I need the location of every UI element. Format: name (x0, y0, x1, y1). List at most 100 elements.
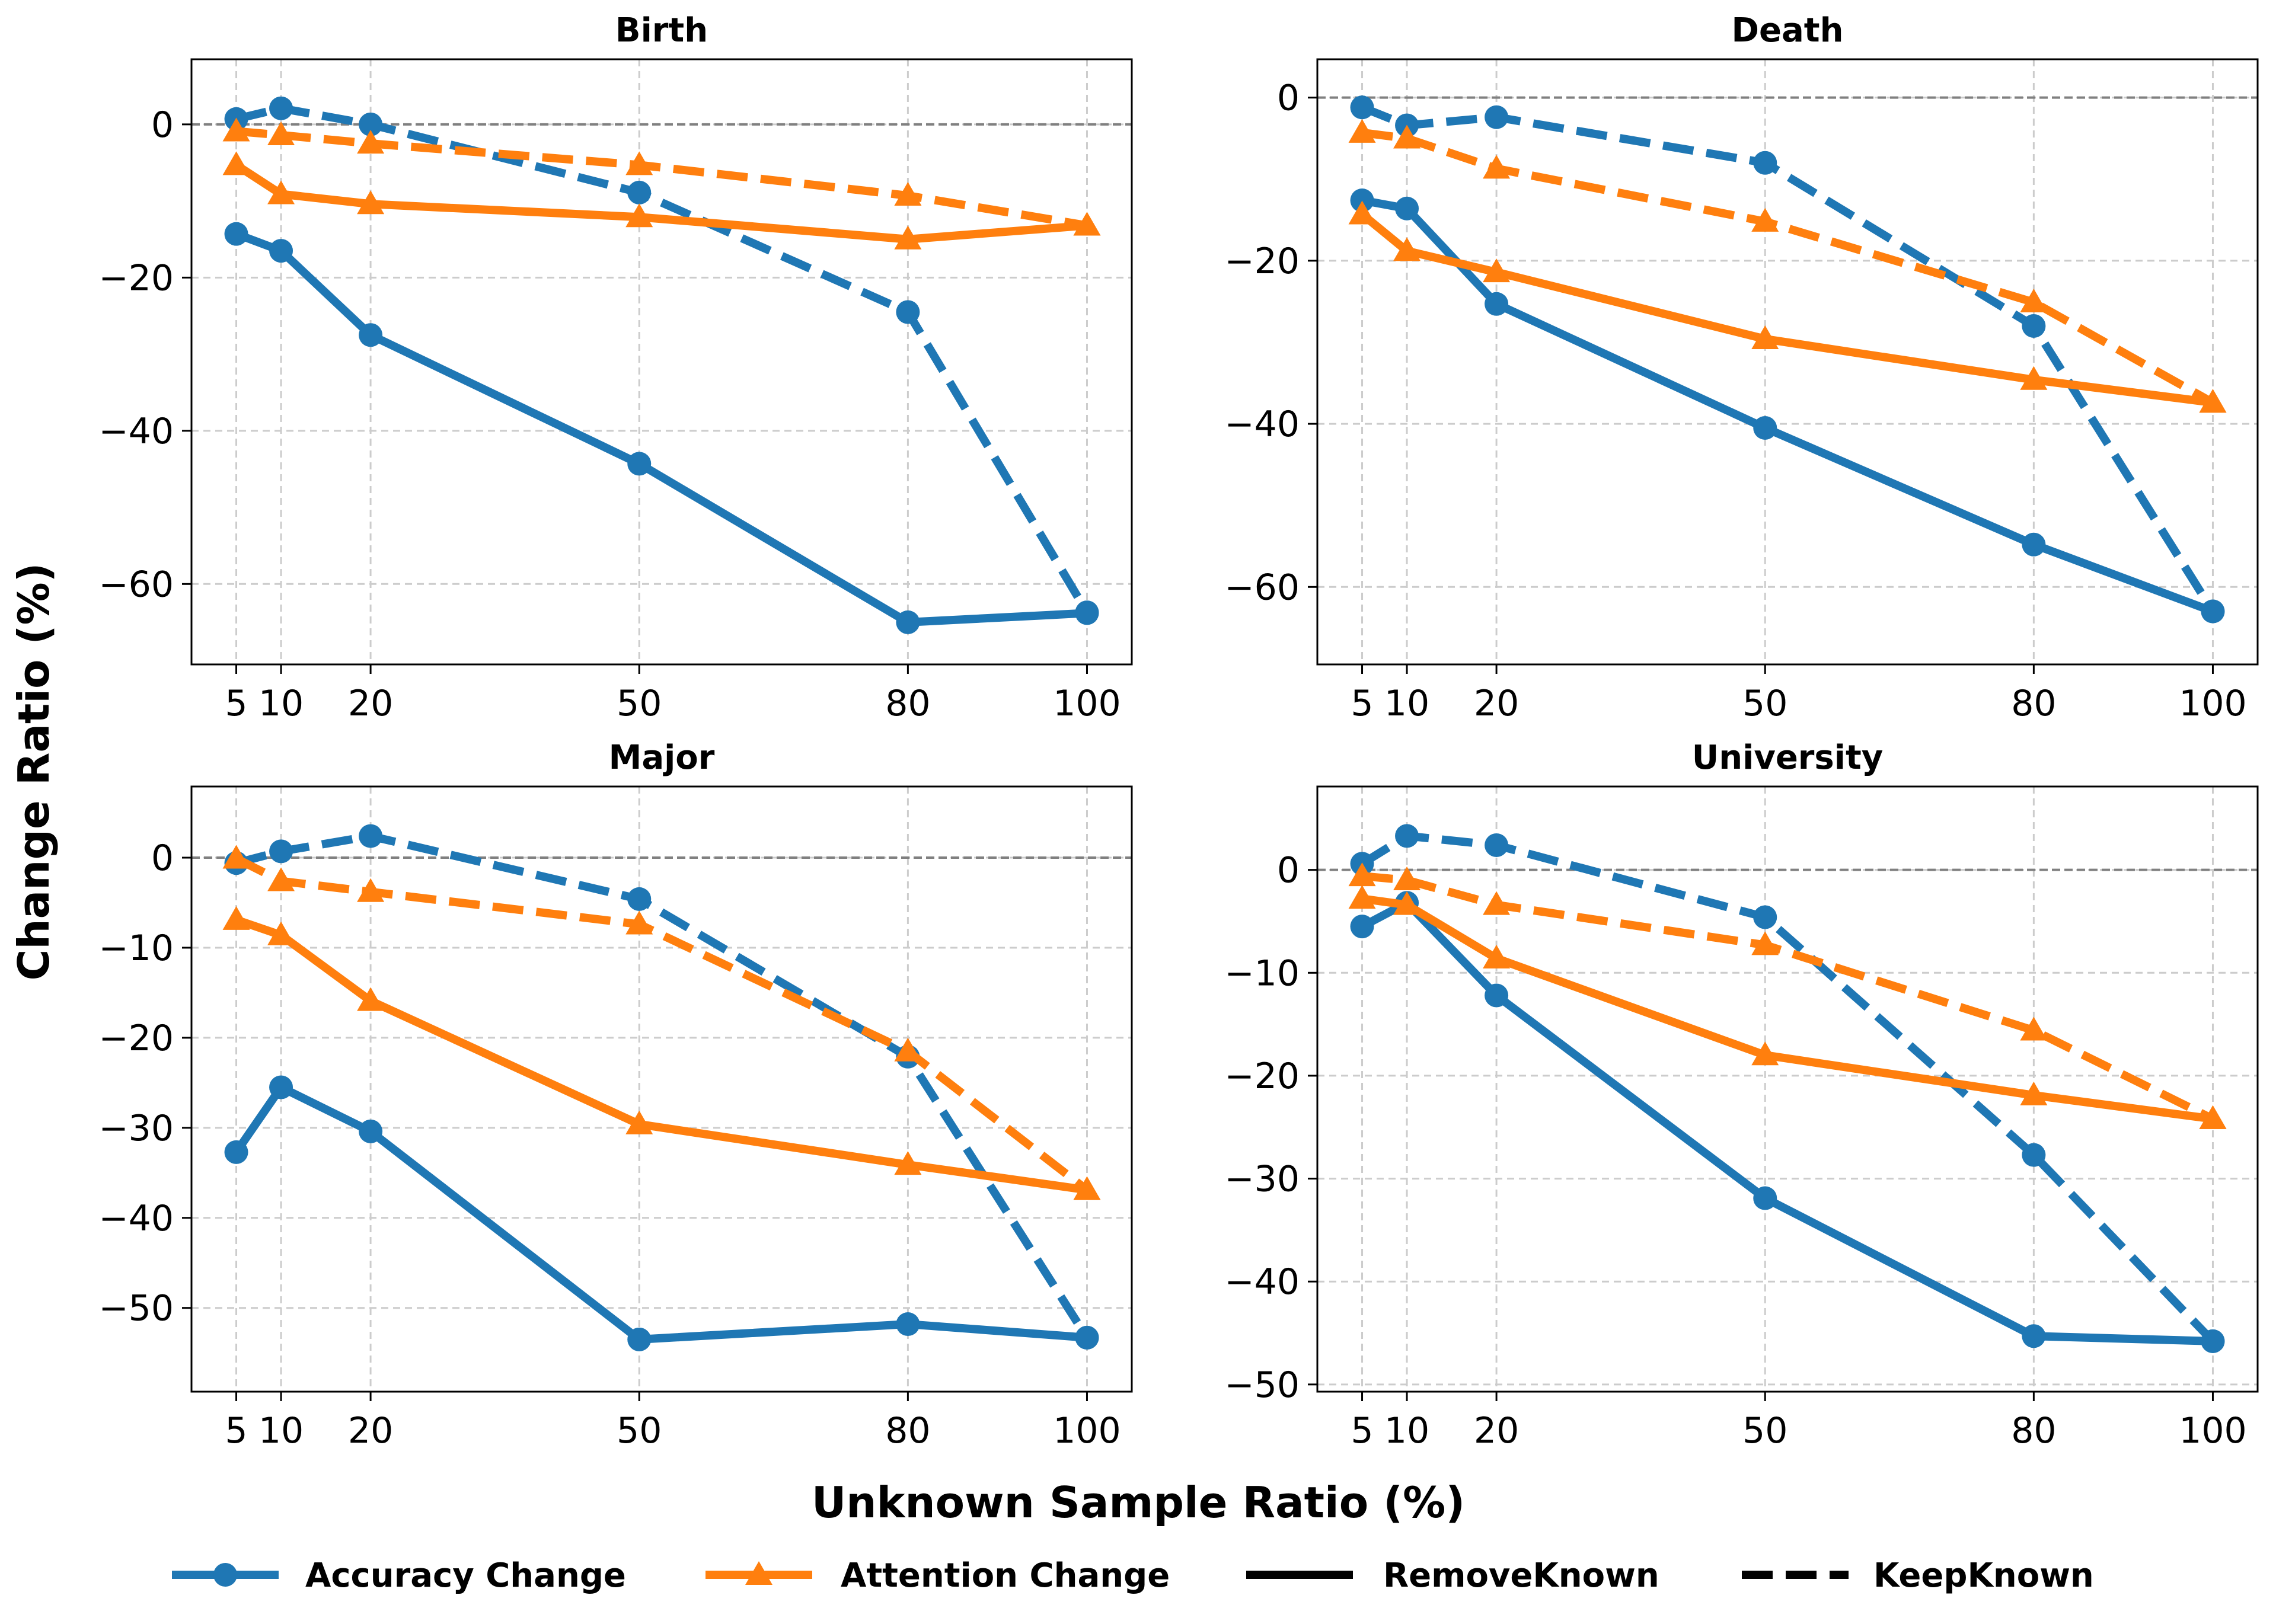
data-point-triangle (357, 878, 385, 902)
x-tick-label: 20 (1474, 683, 1519, 724)
data-point-circle (359, 323, 383, 347)
data-point-circle (1753, 151, 1777, 175)
x-tick-label: 5 (1351, 1410, 1373, 1452)
series-attention-remove-known (222, 906, 1101, 1200)
data-point-circle (896, 300, 920, 324)
data-point-circle (1753, 415, 1777, 440)
legend: Accuracy Change Attention Change RemoveK… (172, 1556, 2094, 1595)
y-tick-label: −40 (1224, 1261, 1300, 1303)
data-point-circle (1485, 983, 1509, 1008)
series-line (234, 161, 1088, 244)
panel-title: Death (1732, 11, 1844, 50)
data-point-circle (359, 824, 383, 848)
data-point-circle (1485, 105, 1509, 129)
y-tick-label: 0 (151, 104, 174, 146)
x-tick-label: 50 (1742, 683, 1787, 724)
plot-frame (1316, 785, 2259, 1393)
legend-accuracy-circle-marker-icon (213, 1563, 237, 1587)
x-tick-label: 80 (885, 1410, 930, 1452)
legend-attention-triangle-marker-icon (745, 1561, 773, 1585)
x-tick-label: 5 (225, 683, 247, 724)
data-point-circle (1485, 833, 1509, 857)
data-point-triangle (2020, 289, 2048, 313)
panel-major: 5 10 20 50 80 100 0 −10 −20 −30 −40 −50 Major (98, 739, 1133, 1452)
series-line (1361, 128, 2215, 407)
panel-birth: 5 10 20 50 80 100 0 −20 −40 −60 Birth (98, 11, 1133, 724)
x-tick-label: 100 (2179, 683, 2247, 724)
data-point-triangle (1483, 944, 1511, 968)
y-tick-label: −50 (1224, 1364, 1300, 1406)
x-tick-label: 10 (1384, 1410, 1429, 1452)
data-point-circle (359, 112, 383, 136)
data-point-circle (1753, 905, 1777, 929)
y-tick-label: −10 (1224, 952, 1300, 994)
data-point-circle (1395, 824, 1419, 848)
data-point-triangle (2199, 1105, 2227, 1129)
panel-death: 5 10 20 50 80 100 0 −20 −40 −60 Death (1224, 11, 2259, 724)
data-point-circle (1075, 600, 1099, 625)
data-point-triangle (894, 225, 922, 250)
series-attention-keep-known (1348, 119, 2227, 413)
data-point-triangle (1348, 200, 1376, 225)
legend-remove-known-label: RemoveKnown (1383, 1556, 1659, 1595)
series-line (1360, 103, 2217, 614)
data-point-circle (627, 887, 652, 911)
data-point-triangle (625, 1110, 653, 1134)
y-tick-label: −20 (98, 257, 174, 299)
data-point-circle (359, 1119, 383, 1143)
x-tick-label: 5 (225, 1410, 247, 1452)
x-tick-label: 20 (348, 1410, 393, 1452)
data-point-circle (1350, 95, 1374, 120)
data-point-triangle (222, 117, 250, 142)
data-point-circle (2201, 599, 2225, 624)
data-point-triangle (894, 1037, 922, 1062)
y-tick-label: −30 (98, 1108, 174, 1149)
data-point-triangle (1348, 862, 1376, 887)
legend-item-accuracy: Accuracy Change (172, 1556, 626, 1595)
data-point-circle (627, 180, 652, 204)
data-point-triangle (1393, 237, 1421, 261)
data-point-circle (627, 452, 652, 476)
data-point-circle (269, 96, 293, 120)
data-point-circle (269, 1075, 293, 1099)
x-tick-label: 10 (258, 683, 304, 724)
data-point-circle (2022, 1324, 2046, 1348)
series-attention-keep-known (222, 845, 1101, 1200)
y-tick-label: −60 (1224, 567, 1300, 608)
y-tick-label: −30 (1224, 1159, 1300, 1200)
data-point-triangle (1483, 258, 1511, 283)
data-point-triangle (1348, 119, 1376, 143)
y-tick-label: −20 (1224, 241, 1300, 282)
data-point-triangle (267, 867, 295, 891)
legend-keep-known-label: KeepKnown (1873, 1556, 2094, 1595)
panel-title: Birth (615, 11, 708, 50)
y-tick-label: 0 (151, 837, 174, 879)
data-point-triangle (1751, 931, 1779, 955)
data-point-triangle (267, 921, 295, 945)
legend-accuracy-label: Accuracy Change (305, 1556, 626, 1595)
data-point-circle (2022, 314, 2046, 338)
data-point-triangle (2020, 366, 2048, 390)
y-tick-label: −40 (98, 411, 174, 452)
legend-item-remove-known: RemoveKnown (1246, 1556, 1659, 1595)
x-tick-label: 80 (2011, 683, 2056, 724)
x-tick-label: 10 (1384, 683, 1429, 724)
data-point-circle (269, 839, 293, 864)
data-point-circle (2201, 1329, 2225, 1353)
data-point-triangle (267, 121, 295, 145)
y-tick-label: 0 (1277, 78, 1300, 119)
x-axis-label: Unknown Sample Ratio (%) (812, 1478, 1465, 1527)
data-point-circle (1350, 188, 1374, 213)
data-point-triangle (2020, 1016, 2048, 1041)
x-tick-label: 50 (617, 683, 662, 724)
data-point-triangle (1393, 867, 1421, 891)
data-point-circle (2022, 1143, 2046, 1167)
data-point-triangle (357, 987, 385, 1011)
data-point-triangle (2020, 1081, 2048, 1105)
data-point-triangle (1751, 325, 1779, 349)
x-tick-label: 80 (885, 683, 930, 724)
x-tick-label: 100 (1053, 1410, 1121, 1452)
x-tick-label: 50 (617, 1410, 662, 1452)
